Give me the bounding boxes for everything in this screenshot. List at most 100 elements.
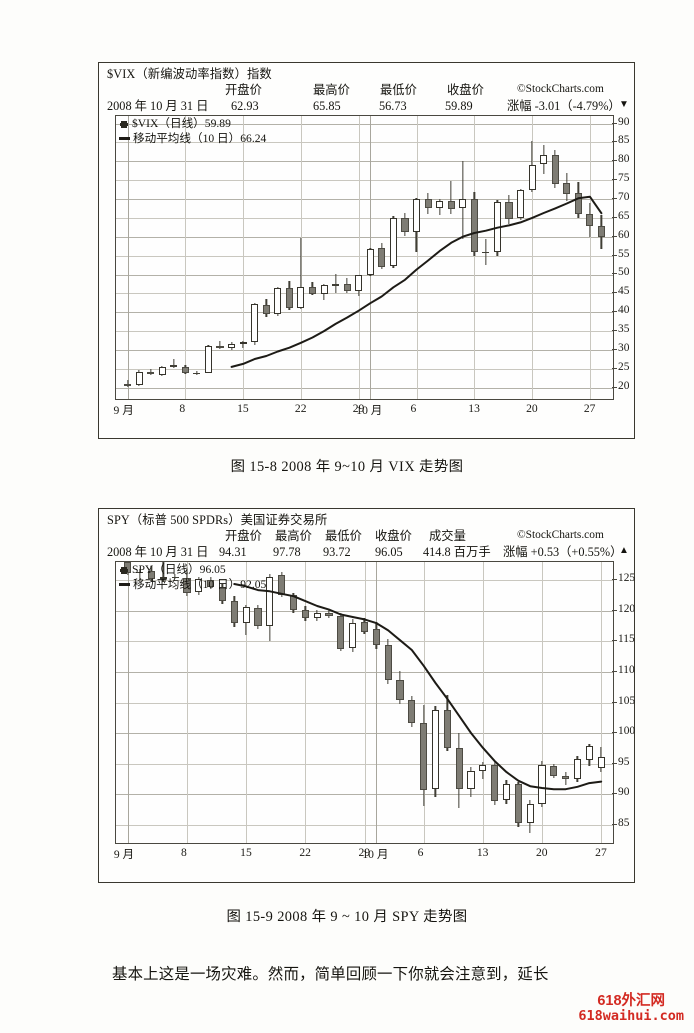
candlestick [514,781,522,828]
candle-body [242,607,250,624]
candle-body [320,285,328,294]
body-paragraph: 基本上这是一场灾难。然而，简单回顾一下你就会注意到，延长 [112,966,549,983]
quote-header-vix: $VIX（新编波动率指数）指数 开盘价 最高价 最低价 收盘价 ©StockCh… [107,67,630,115]
candle-body [528,164,536,190]
candlestick [313,609,321,621]
candle-body [470,199,478,252]
candlestick [389,216,397,268]
val-volume: 414.8 百万手 [423,545,491,559]
candlestick [274,286,282,317]
candle-body [254,608,262,627]
chart-legend-spy: SPY（日线）96.05 移动平均线（10 日）92.05 [119,563,266,592]
candlestick [424,193,432,215]
y-axis-tick-label: 125 [618,572,636,585]
candle-body [228,344,236,348]
candle-body [159,576,167,579]
candle-doji [136,571,144,574]
candlestick [597,746,605,772]
candlestick [574,182,582,218]
candlestick [455,733,463,808]
candle-body [573,758,582,780]
val-close: 59.89 [445,99,473,113]
candle-body [401,217,409,232]
candle-doji [193,372,201,375]
candle-body [502,784,511,801]
x-axis-tick-label: 8 [179,402,186,415]
quote-date-spy: 2008 年 10 月 31 日 [107,545,209,559]
candlestick [251,302,259,345]
candlestick-icon [119,120,129,129]
candlestick [124,379,132,387]
candle-wick [138,568,141,581]
candle-body [505,201,513,219]
candle-wick [450,180,452,215]
candlestick [573,756,582,782]
watermark: 618外汇网 618waihui.com [578,993,684,1024]
val-high: 65.85 [313,99,341,113]
candle-doji [171,576,179,578]
candlestick [230,596,238,627]
candlestick [207,576,215,589]
candlestick [491,761,499,806]
candlestick [396,670,404,704]
candle-body [597,756,605,768]
candle-doji [170,365,178,367]
candlestick [159,562,167,582]
candlestick [479,762,487,780]
candle-body [455,747,463,790]
candlestick [308,282,317,296]
candlestick [360,618,369,635]
candlestick [135,370,143,387]
val-high: 97.78 [273,545,301,559]
candle-body [325,613,333,616]
candlestick [216,341,224,350]
quote-columns-spy: 开盘价 最高价 最低价 收盘价 成交量 ©StockCharts.com [107,529,630,545]
candle-body [266,576,274,627]
candle-doji [332,284,340,286]
x-axis-tick-label: 6 [417,846,424,859]
y-axis-tick-label: 80 [618,153,630,166]
x-axis-tick-label: 20 [526,402,538,415]
quote-header-spy: SPY（标普 500 SPDRs）美国证券交易所 开盘价 最高价 最低价 收盘价… [107,513,630,561]
y-axis-tick-label: 60 [618,228,630,241]
candle-body [479,764,487,771]
candle-body [337,615,345,649]
legend-series-label-vix: $VIX（日线）59.89 [132,117,231,130]
quote-columns-vix: 开盘价 最高价 最低价 收盘价 ©StockCharts.com [107,83,630,99]
y-axis-tick-label: 40 [618,304,630,317]
col-open: 开盘价 [225,83,262,97]
candle-body [517,190,525,219]
y-axis-tick-label: 35 [618,323,630,336]
candlestick [183,569,191,597]
candle-body [372,629,380,646]
candlestick [540,145,548,175]
candlestick [378,242,386,270]
candlestick [562,772,570,786]
candlestick [459,161,467,239]
candle-body [135,372,143,386]
legend-ma-label-spy: 移动平均线（10 日）92.05 [133,577,267,591]
candle-body [467,770,475,790]
candlestick [320,283,328,301]
candle-wick [219,341,221,350]
candle-body [389,217,397,267]
candle-body [349,623,357,649]
line-icon [119,137,130,141]
candle-body [378,248,386,267]
quote-title-vix: $VIX（新编波动率指数）指数 [107,67,272,81]
candle-body [313,613,321,619]
quote-change-spy: 涨幅 +0.53（+0.55%） [503,545,623,559]
x-axis-tick-label: 9 月 [113,404,134,417]
candle-body [216,345,224,348]
candlestick [289,592,298,614]
chart-legend-vix: $VIX（日线）59.89 移动平均线（10 日）66.24 [119,117,266,146]
candlestick [551,150,559,188]
line-icon [119,583,130,587]
y-axis-tick-label: 110 [618,663,635,676]
candlestick [447,180,455,215]
x-axis-tick-label: 15 [240,846,252,859]
candlestick [332,274,340,294]
candle-body [562,775,570,780]
x-axis-tick-label: 29 [358,846,371,859]
candlestick [242,604,250,636]
